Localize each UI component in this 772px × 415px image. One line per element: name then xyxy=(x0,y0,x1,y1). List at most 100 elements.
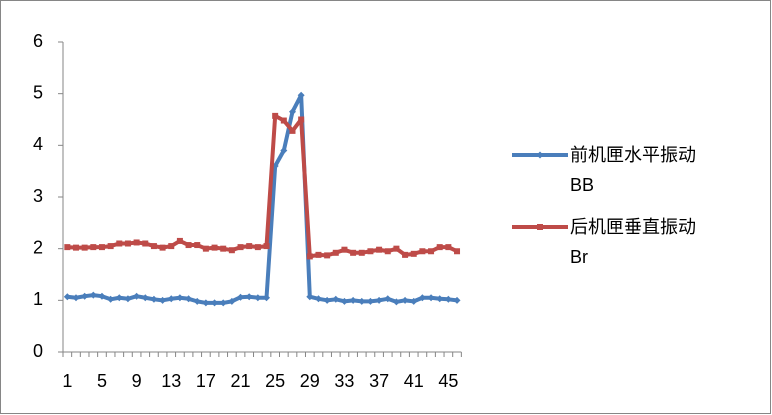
marker xyxy=(332,249,339,256)
marker xyxy=(297,91,305,99)
marker xyxy=(358,297,366,305)
marker xyxy=(202,299,210,307)
marker xyxy=(272,112,279,119)
marker xyxy=(124,240,131,247)
legend-entry: 后机匣垂直振动Br xyxy=(510,212,710,272)
marker xyxy=(332,295,340,303)
x-tick-label: 37 xyxy=(369,371,389,391)
marker xyxy=(254,294,262,302)
marker xyxy=(392,298,400,306)
marker xyxy=(219,299,227,307)
marker xyxy=(280,147,288,154)
marker xyxy=(350,249,357,256)
marker xyxy=(289,127,296,134)
marker xyxy=(246,243,253,250)
marker xyxy=(98,292,106,300)
marker xyxy=(323,296,331,304)
marker xyxy=(324,252,331,259)
legend-swatch xyxy=(512,151,568,159)
marker xyxy=(159,244,166,251)
marker xyxy=(107,243,114,250)
marker xyxy=(306,253,313,260)
marker xyxy=(107,295,115,303)
marker xyxy=(384,248,391,255)
marker xyxy=(306,293,314,301)
x-tick-label: 41 xyxy=(404,371,424,391)
marker xyxy=(366,297,374,305)
marker xyxy=(454,248,461,255)
marker xyxy=(176,294,184,302)
marker xyxy=(142,240,149,247)
marker xyxy=(298,116,305,123)
marker xyxy=(245,293,253,301)
marker xyxy=(194,242,201,249)
x-tick-label: 25 xyxy=(265,371,285,391)
series-line xyxy=(67,113,458,259)
marker xyxy=(340,297,348,305)
y-tick-label: 6 xyxy=(33,31,43,51)
marker xyxy=(393,245,400,252)
x-tick-label: 13 xyxy=(161,371,181,391)
marker xyxy=(436,244,443,251)
marker xyxy=(141,294,149,302)
y-tick-label: 5 xyxy=(33,82,43,102)
y-tick-label: 1 xyxy=(33,289,43,309)
marker xyxy=(280,117,287,124)
marker xyxy=(445,244,452,251)
marker xyxy=(410,250,417,257)
marker xyxy=(115,294,123,302)
marker xyxy=(167,295,175,303)
marker xyxy=(427,294,435,302)
marker xyxy=(419,248,426,255)
marker xyxy=(263,294,271,302)
marker xyxy=(98,244,105,251)
marker xyxy=(228,247,235,254)
marker xyxy=(444,295,452,303)
marker xyxy=(64,244,71,251)
marker xyxy=(150,295,158,303)
marker xyxy=(402,251,409,258)
marker xyxy=(288,108,296,116)
marker xyxy=(81,244,88,251)
x-tick-label: 21 xyxy=(231,371,251,391)
x-tick-label: 45 xyxy=(438,371,458,391)
marker xyxy=(124,295,132,303)
y-tick-label: 0 xyxy=(33,341,43,361)
marker xyxy=(90,244,97,251)
marker xyxy=(72,244,79,251)
marker xyxy=(341,246,348,253)
marker xyxy=(314,295,322,303)
marker xyxy=(202,245,209,252)
marker xyxy=(133,292,141,300)
y-tick-label: 4 xyxy=(33,134,43,154)
marker xyxy=(367,248,374,255)
marker xyxy=(436,295,444,303)
marker xyxy=(410,297,418,305)
marker xyxy=(237,293,245,301)
legend-entry: 前机匣水平振动BB xyxy=(510,140,710,200)
marker xyxy=(349,296,357,304)
marker xyxy=(72,294,80,302)
legend-marker xyxy=(536,151,544,159)
legend-marker xyxy=(537,224,543,230)
marker xyxy=(384,295,392,303)
x-tick-label: 5 xyxy=(97,371,107,391)
marker xyxy=(453,296,461,304)
marker xyxy=(428,248,435,255)
marker xyxy=(193,297,201,305)
marker xyxy=(63,293,71,301)
marker xyxy=(185,295,193,303)
marker xyxy=(133,239,140,246)
marker xyxy=(150,243,157,250)
x-tick-label: 29 xyxy=(300,371,320,391)
marker xyxy=(375,296,383,304)
marker xyxy=(315,251,322,258)
marker xyxy=(89,291,97,299)
marker xyxy=(263,243,270,250)
marker xyxy=(211,299,219,307)
marker xyxy=(401,296,409,304)
x-tick-label: 9 xyxy=(132,371,142,391)
